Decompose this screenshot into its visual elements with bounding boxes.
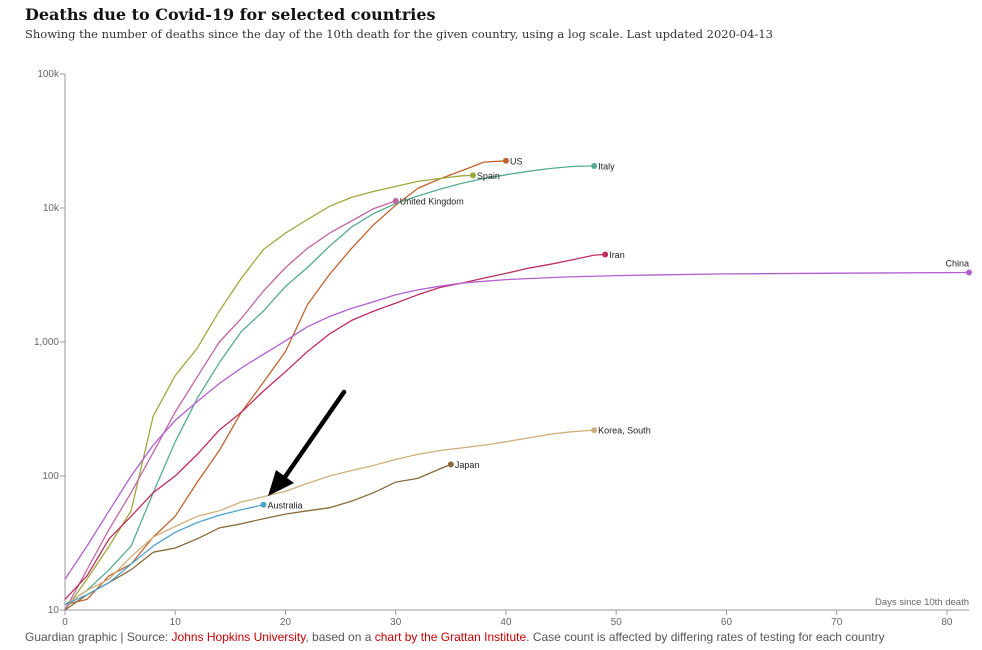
series-end-point-australia: [260, 501, 267, 508]
x-tick-label: 10: [170, 617, 182, 628]
grattan-chart-link[interactable]: chart by the Grattan Institute: [374, 630, 527, 644]
series-label-united-kingdom: United Kingdom: [400, 196, 464, 206]
series-end-point-korea-south: [591, 427, 598, 434]
series-end-point-spain: [469, 172, 476, 179]
series-line-iran: [64, 253, 606, 600]
x-axis-label: Days since 10th death: [875, 597, 969, 608]
series-line-us: [64, 160, 507, 606]
source-prefix: Guardian graphic | Source:: [25, 630, 172, 644]
x-tick-label: 60: [721, 617, 733, 628]
series-end-point-united-kingdom: [392, 197, 399, 204]
series-label-us: US: [510, 156, 523, 166]
series-line-spain: [64, 174, 473, 611]
series-line-china: [64, 271, 970, 580]
series-end-point-iran: [602, 251, 609, 258]
x-tick-label: 80: [941, 617, 953, 628]
y-tick-label: 100: [42, 471, 59, 482]
source-suffix: . Case count is affected by differing ra…: [526, 630, 885, 644]
series-end-point-italy: [591, 162, 598, 169]
y-tick-label: 10k: [43, 203, 60, 214]
series-label-korea-south: Korea, South: [598, 426, 651, 436]
x-tick-label: 70: [831, 617, 843, 628]
series-line-united-kingdom: [64, 200, 396, 611]
x-tick-label: 20: [280, 617, 292, 628]
y-tick-label: 10: [48, 605, 60, 616]
series-label-australia: Australia: [267, 500, 302, 510]
johns-hopkins-link[interactable]: Johns Hopkins University: [171, 630, 306, 644]
annotation-arrow-shaft: [282, 389, 347, 480]
x-tick-label: 50: [611, 617, 623, 628]
annotation-arrow-head: [268, 470, 294, 496]
y-tick-label: 100k: [37, 69, 60, 80]
x-tick-label: 30: [390, 617, 402, 628]
series-line-korea-south: [64, 429, 595, 606]
series-label-spain: Spain: [477, 171, 500, 181]
chart-title: Deaths due to Covid-19 for selected coun…: [25, 5, 436, 24]
source-mid: , based on a: [305, 630, 375, 644]
series-label-italy: Italy: [598, 161, 615, 171]
y-tick-label: 1,000: [34, 337, 59, 348]
series-line-japan: [64, 463, 452, 611]
source-note: Guardian graphic | Source: Johns Hopkins…: [25, 630, 885, 644]
chart-subtitle: Showing the number of deaths since the d…: [25, 27, 773, 41]
series-end-point-china: [966, 269, 972, 276]
series-label-japan: Japan: [455, 460, 480, 470]
x-tick-label: 0: [62, 617, 68, 628]
series-end-point-japan: [447, 461, 454, 468]
x-tick-label: 40: [500, 617, 512, 628]
series-label-iran: Iran: [609, 250, 625, 260]
series-label-china: China: [945, 259, 969, 269]
series-line-italy: [64, 165, 595, 606]
series-line-australia: [64, 504, 264, 606]
series-end-point-us: [502, 157, 509, 164]
